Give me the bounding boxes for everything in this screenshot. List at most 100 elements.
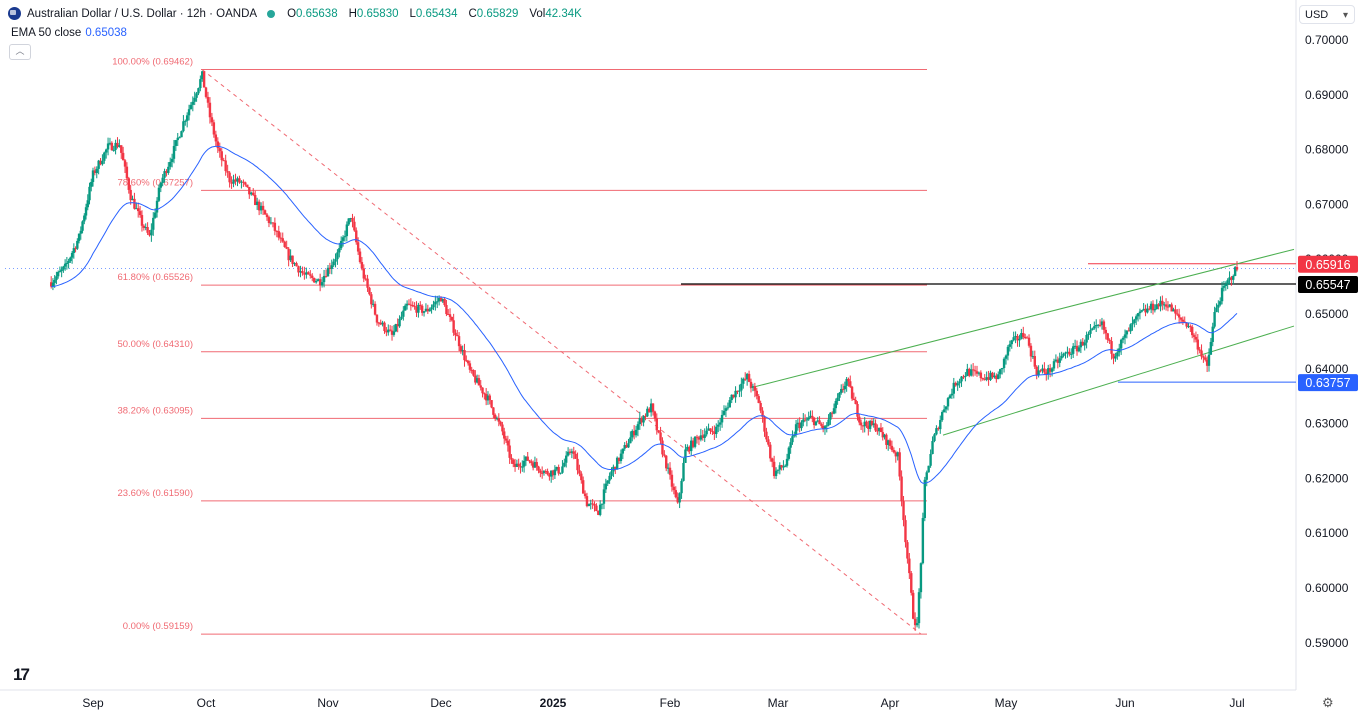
- candle-body: [63, 263, 67, 267]
- candle-body: [129, 189, 132, 201]
- candle-body: [929, 454, 932, 466]
- candle-body: [1209, 341, 1213, 355]
- candle-body: [381, 322, 384, 325]
- candle-body: [338, 248, 341, 253]
- candle-body: [454, 332, 457, 336]
- candle-body: [497, 418, 501, 422]
- candle-body: [1112, 353, 1115, 359]
- candle-body: [1027, 337, 1031, 346]
- candle-body: [531, 463, 535, 468]
- candle-body: [1056, 359, 1060, 363]
- candle-body: [809, 415, 812, 418]
- candle-body: [544, 471, 547, 473]
- candle-body: [910, 573, 913, 593]
- candle-body: [240, 181, 243, 183]
- candle-body: [834, 400, 838, 409]
- candle-body: [512, 459, 515, 464]
- y-tick-label: 0.69000: [1305, 88, 1349, 102]
- candle-body: [271, 222, 275, 224]
- candle-body: [413, 305, 416, 307]
- candle-body: [372, 303, 375, 305]
- candle-body: [674, 490, 677, 498]
- candle-body: [465, 360, 468, 362]
- candle-body: [163, 171, 166, 178]
- candle-body: [208, 102, 212, 118]
- candle-body: [688, 446, 691, 452]
- candle-body: [1170, 304, 1173, 312]
- collapse-legend-button[interactable]: ︿: [9, 44, 31, 60]
- candle-body: [326, 267, 330, 277]
- candle-body: [1183, 321, 1186, 323]
- fib-level-label: 61.80% (0.65526): [117, 272, 193, 283]
- candle-body: [193, 97, 196, 102]
- candle-body: [595, 505, 598, 512]
- candle-body: [923, 479, 926, 519]
- candle-body: [975, 371, 979, 374]
- candle-body: [1202, 356, 1205, 358]
- candle-body: [657, 430, 660, 433]
- candle-body: [1116, 352, 1119, 357]
- candle-body: [836, 397, 839, 401]
- candle-body: [88, 186, 91, 201]
- candle-body: [238, 178, 241, 183]
- candle-body: [336, 252, 339, 260]
- candle-body: [849, 381, 852, 387]
- candle-body: [437, 297, 441, 302]
- candle-body: [900, 476, 903, 502]
- candle-body: [426, 308, 430, 312]
- candle-body: [1215, 307, 1218, 313]
- candle-body: [1071, 346, 1075, 354]
- candle-body: [1144, 308, 1147, 313]
- candle-body: [204, 87, 208, 97]
- price-label: 0.63757: [1305, 376, 1350, 390]
- candle-body: [981, 378, 984, 380]
- candle-body: [1106, 333, 1109, 340]
- candle-body: [627, 443, 630, 448]
- candle-body: [939, 420, 942, 430]
- candle-body: [906, 542, 909, 559]
- candle-body: [717, 424, 720, 427]
- candle-body: [896, 452, 899, 457]
- low-label: L: [409, 7, 416, 20]
- candle-body: [463, 349, 466, 361]
- candle-body: [838, 392, 841, 398]
- settings-gear-icon[interactable]: ⚙: [1322, 695, 1334, 710]
- fib-level-label: 23.60% (0.61590): [117, 488, 193, 499]
- candle-body: [927, 465, 930, 473]
- candle-body: [597, 511, 600, 515]
- candle-body: [952, 382, 955, 394]
- candle-body: [1125, 330, 1129, 335]
- candle-body: [1161, 300, 1164, 305]
- ema-legend[interactable]: EMA 50 close 0.65038: [11, 27, 127, 39]
- candle-body: [659, 432, 662, 441]
- candle-body: [1135, 316, 1138, 320]
- candle-body: [785, 458, 789, 466]
- candle-body: [742, 378, 745, 384]
- candle-body: [1138, 311, 1142, 314]
- candle-body: [366, 278, 369, 288]
- candle-body: [854, 399, 857, 405]
- currency-select[interactable]: USD: [1299, 5, 1355, 25]
- candle-body: [252, 192, 255, 195]
- candle-body: [778, 465, 782, 470]
- candle-body: [720, 414, 724, 423]
- candle-body: [104, 149, 108, 153]
- candle-body: [285, 246, 288, 249]
- candle-body: [798, 422, 801, 429]
- candle-body: [1062, 353, 1065, 356]
- candle-body: [255, 201, 259, 206]
- candle-body: [693, 436, 697, 447]
- candle-body: [1110, 341, 1113, 354]
- candle-body: [349, 218, 352, 220]
- candle-body: [93, 170, 97, 174]
- candle-body: [559, 472, 562, 474]
- candle-body: [973, 370, 977, 372]
- candle-body: [409, 304, 413, 306]
- candle-body: [840, 388, 843, 393]
- symbol-title[interactable]: Australian Dollar / U.S. Dollar · 12h · …: [27, 7, 258, 20]
- candle-body: [259, 205, 263, 211]
- candle-body: [459, 346, 463, 352]
- candle-body: [585, 496, 589, 507]
- candle-body: [137, 208, 140, 212]
